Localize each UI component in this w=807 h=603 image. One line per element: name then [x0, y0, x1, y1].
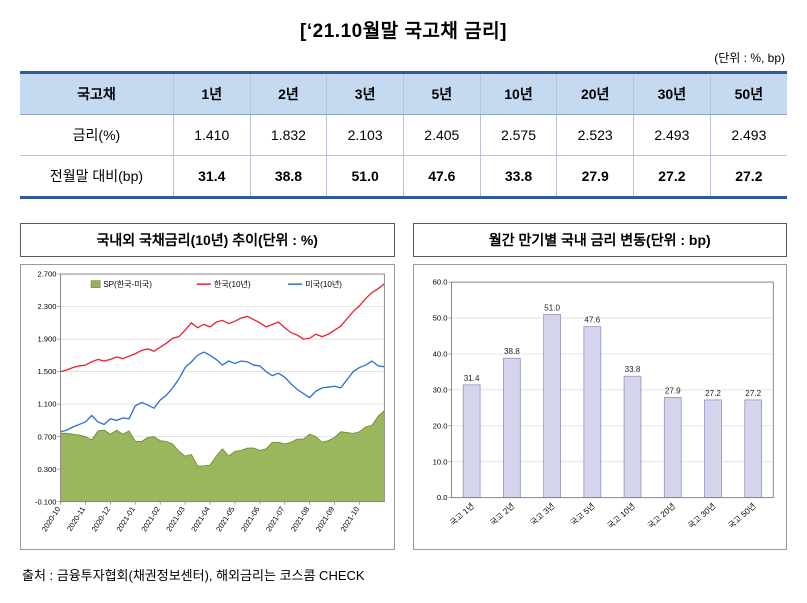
- rate-30y: 2.493: [633, 114, 711, 156]
- svg-text:27.2: 27.2: [705, 389, 721, 398]
- svg-text:2021-03: 2021-03: [164, 505, 186, 533]
- header-cell-10y: 10년: [479, 72, 558, 115]
- rate-50y: 2.493: [709, 114, 787, 156]
- svg-text:27.2: 27.2: [745, 389, 761, 398]
- header-cell-2y: 2년: [249, 72, 328, 115]
- svg-text:30.0: 30.0: [432, 386, 447, 395]
- svg-text:국고 30년: 국고 30년: [685, 501, 717, 531]
- svg-text:38.8: 38.8: [503, 347, 519, 356]
- svg-text:국고 3년: 국고 3년: [528, 501, 556, 528]
- svg-text:10.0: 10.0: [432, 457, 447, 466]
- row-label-rate: 금리(%): [20, 114, 174, 156]
- table-row-rate: 금리(%) 1.410 1.832 2.103 2.405 2.575 2.52…: [20, 114, 787, 156]
- table-row-change: 전월말 대비(bp) 31.4 38.8 51.0 47.6 33.8 27.9…: [20, 155, 787, 198]
- svg-text:0.700: 0.700: [37, 432, 56, 441]
- svg-text:2020-11: 2020-11: [65, 505, 87, 533]
- svg-text:2021-02: 2021-02: [139, 505, 161, 533]
- treasury-rate-table: 국고채 1년 2년 3년 5년 10년 20년 30년 50년 금리(%) 1.…: [20, 71, 787, 199]
- svg-text:국고 5년: 국고 5년: [568, 501, 596, 528]
- rate-3y: 2.103: [326, 114, 404, 156]
- svg-text:국고 2년: 국고 2년: [487, 501, 515, 528]
- header-cell-bond: 국고채: [20, 72, 174, 115]
- svg-text:2021-08: 2021-08: [289, 505, 311, 533]
- bar-chart-title: 월간 만기별 국내 금리 변동(단위 : bp): [412, 223, 787, 257]
- bar-chart-box: 0.0 10.0 20.0 30.0 40.0 50.0 60.0 31.4 국고 1년 38.8…: [412, 264, 787, 550]
- svg-text:2.300: 2.300: [37, 302, 56, 311]
- svg-text:27.9: 27.9: [664, 386, 680, 395]
- svg-text:미국(10년): 미국(10년): [305, 279, 342, 289]
- svg-text:1.900: 1.900: [37, 335, 56, 344]
- svg-text:-0.100: -0.100: [35, 497, 57, 506]
- header-cell-30y: 30년: [633, 72, 711, 115]
- svg-text:한국(10년): 한국(10년): [214, 279, 251, 289]
- svg-text:SP(한국-미국): SP(한국-미국): [103, 280, 152, 289]
- change-30y: 27.2: [633, 155, 711, 198]
- svg-text:국고 10년: 국고 10년: [605, 501, 637, 531]
- svg-text:2021-09: 2021-09: [314, 505, 336, 533]
- header-cell-3y: 3년: [326, 72, 404, 115]
- change-10y: 33.8: [479, 155, 558, 198]
- page-title: [‘21.10월말 국고채 금리]: [300, 21, 507, 42]
- change-1y: 31.4: [172, 155, 251, 198]
- svg-text:40.0: 40.0: [432, 350, 447, 359]
- svg-text:2021-04: 2021-04: [189, 505, 211, 533]
- chart-panel-yield-trend: 국내외 국채금리(10년) 추이(단위 : %) -0.100 0.300 0.70…: [20, 223, 395, 550]
- rate-20y: 2.523: [556, 114, 635, 156]
- svg-text:2021-06: 2021-06: [239, 505, 261, 533]
- chart-panel-monthly-change: 월간 만기별 국내 금리 변동(단위 : bp) 0.0 10.0 20.0 30.0…: [412, 223, 787, 550]
- svg-text:33.8: 33.8: [624, 365, 640, 374]
- svg-text:2021-07: 2021-07: [264, 505, 286, 533]
- svg-text:20.0: 20.0: [432, 421, 447, 430]
- svg-text:2.700: 2.700: [37, 270, 56, 279]
- rate-5y: 2.405: [402, 114, 481, 156]
- header-cell-1y: 1년: [172, 72, 251, 115]
- rate-10y: 2.575: [479, 114, 558, 156]
- change-3y: 51.0: [326, 155, 404, 198]
- svg-text:2021-10: 2021-10: [339, 505, 361, 533]
- line-chart-svg: -0.100 0.300 0.700 1.100 1.500 1.900 2.300 2.70…: [35, 270, 385, 533]
- svg-text:국고 20년: 국고 20년: [645, 501, 677, 531]
- charts-row: 국내외 국채금리(10년) 추이(단위 : %) -0.100 0.300 0.70…: [20, 223, 787, 550]
- change-5y: 47.6: [402, 155, 481, 198]
- svg-text:2021-01: 2021-01: [115, 505, 137, 533]
- change-50y: 27.2: [709, 155, 787, 198]
- svg-text:2020-12: 2020-12: [90, 505, 112, 533]
- svg-text:51.0: 51.0: [544, 303, 560, 312]
- unit-note: (단위 : %, bp): [714, 51, 785, 65]
- row-label-change: 전월말 대비(bp): [20, 155, 174, 198]
- svg-text:31.4: 31.4: [463, 374, 479, 383]
- header-cell-50y: 50년: [709, 72, 787, 115]
- report-page: [‘21.10월말 국고채 금리] (단위 : %, bp) 국고채 1년 2년…: [20, 21, 787, 583]
- table-header-row: 국고채 1년 2년 3년 5년 10년 20년 30년 50년: [20, 72, 787, 115]
- header-cell-5y: 5년: [402, 72, 481, 115]
- change-2y: 38.8: [249, 155, 328, 198]
- line-chart-box: -0.100 0.300 0.700 1.100 1.500 1.900 2.300 2.70…: [20, 264, 395, 550]
- rate-2y: 1.832: [249, 114, 328, 156]
- svg-text:0.300: 0.300: [37, 465, 56, 474]
- svg-text:1.500: 1.500: [37, 367, 56, 376]
- svg-text:50.0: 50.0: [432, 314, 447, 323]
- svg-text:2020-10: 2020-10: [40, 505, 62, 533]
- svg-text:국고 50년: 국고 50년: [725, 501, 757, 531]
- svg-text:0.0: 0.0: [436, 493, 447, 502]
- svg-text:60.0: 60.0: [432, 278, 447, 287]
- svg-text:47.6: 47.6: [584, 316, 600, 325]
- header-cell-20y: 20년: [556, 72, 635, 115]
- line-chart-title: 국내외 국채금리(10년) 추이(단위 : %): [20, 223, 395, 257]
- rate-1y: 1.410: [172, 114, 251, 156]
- svg-text:2021-05: 2021-05: [214, 505, 236, 533]
- svg-text:국고 1년: 국고 1년: [447, 501, 475, 528]
- svg-text:1.100: 1.100: [37, 400, 56, 409]
- change-20y: 27.9: [556, 155, 635, 198]
- source-note: 출처 : 금융투자협회(채권정보센터), 해외금리는 코스콤 CHECK: [22, 568, 365, 583]
- bar-chart-svg: 0.0 10.0 20.0 30.0 40.0 50.0 60.0 31.4 국고 1년 38.8…: [432, 278, 774, 531]
